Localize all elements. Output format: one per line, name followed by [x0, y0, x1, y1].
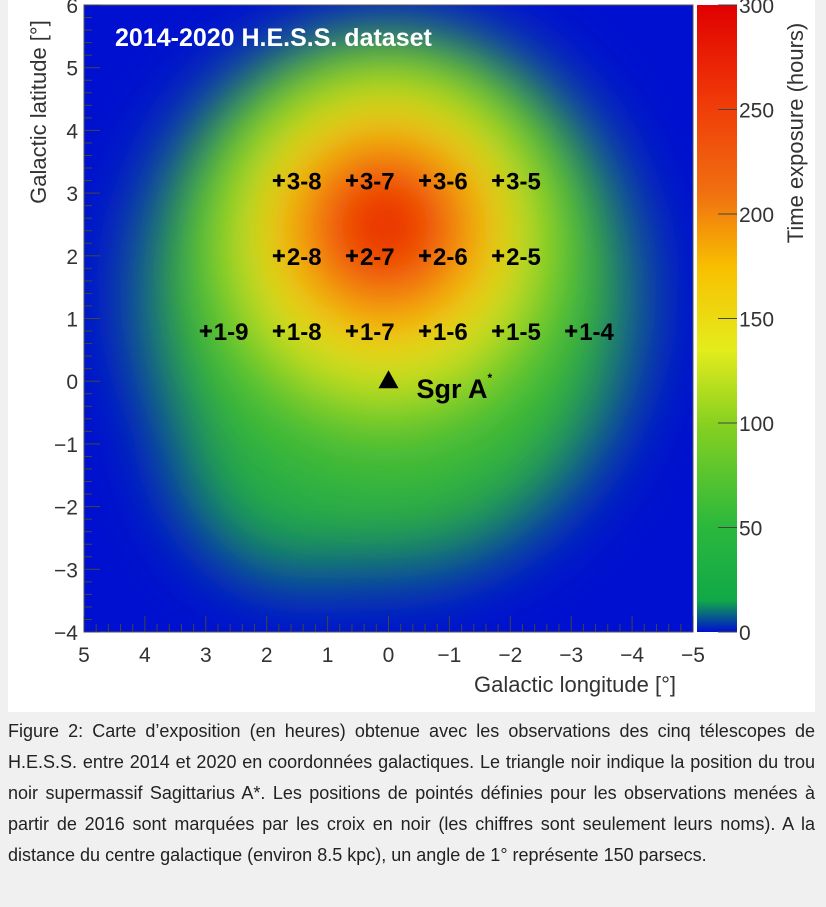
pointing-label: 3-5	[506, 169, 541, 196]
pointing-1-9: 1-9	[199, 319, 249, 346]
cross-icon	[419, 174, 432, 187]
colorbar-tick-label: 300	[739, 0, 774, 18]
cross-icon	[199, 325, 212, 338]
cross-icon	[345, 249, 358, 262]
x-tick-label: −4	[620, 644, 644, 667]
pointing-label: 2-7	[360, 244, 395, 271]
y-tick-label: 0	[66, 371, 78, 394]
heatmap-level-red	[345, 185, 425, 265]
pointing-2-7: 2-7	[345, 244, 395, 271]
y-tick-label: 6	[66, 0, 78, 18]
x-tick-label: 3	[200, 644, 212, 667]
pointing-label: 3-8	[287, 169, 322, 196]
y-tick-label: 5	[66, 58, 78, 81]
pointing-1-6: 1-6	[419, 319, 468, 346]
chart-title: 2014-2020 H.E.S.S. dataset	[115, 24, 433, 52]
cross-icon	[565, 325, 578, 338]
pointing-1-7: 1-7	[345, 319, 395, 346]
pointing-label: 1-4	[579, 319, 614, 346]
colorbar-tick-label: 150	[739, 309, 774, 332]
pointing-label: 3-6	[433, 169, 468, 196]
pointing-label: 1-9	[214, 319, 249, 346]
x-tick-label: −5	[681, 644, 705, 667]
x-tick-label: −2	[498, 644, 522, 667]
x-tick-label: −1	[437, 644, 461, 667]
pointing-markers: 3-8 3-7 3-6 3-5 2-8 2-7 2-6 2-5 1-9 1-8 1-7 1-6 1-5 1…	[199, 169, 615, 346]
pointing-label: 3-7	[360, 169, 395, 196]
colorbar-axis: 0 50 100 150 200 250 300	[718, 0, 774, 645]
pointing-label: 2-8	[287, 244, 322, 271]
y-tick-label: 1	[66, 309, 78, 332]
pointing-label: 1-8	[287, 319, 322, 346]
x-tick-label: −3	[559, 644, 583, 667]
pointing-label: 2-6	[433, 244, 468, 271]
y-axis-label: Galactic latitude [°]	[26, 20, 51, 204]
colorbar-tick-label: 0	[739, 622, 751, 645]
cross-icon	[492, 174, 505, 187]
cross-icon	[272, 249, 285, 262]
pointing-3-8: 3-8	[272, 169, 322, 196]
y-tick-label: 2	[66, 246, 78, 269]
pointing-1-4: 1-4	[565, 319, 615, 346]
colorbar-label: Time exposure (hours)	[783, 23, 808, 243]
y-tick-label: −1	[54, 434, 78, 457]
y-axis: −4 −3 −2 −1 0 1 2 3 4 5 6	[54, 0, 100, 645]
triangle-icon	[378, 370, 399, 389]
pointing-1-5: 1-5	[492, 319, 541, 346]
cross-icon	[272, 325, 285, 338]
source-label: Sgr A*	[417, 371, 493, 404]
figure-caption: Figure 2: Carte d’exposition (en heures)…	[8, 721, 815, 865]
pointing-label: 1-6	[433, 319, 468, 346]
y-tick-label: 3	[66, 183, 78, 206]
cross-icon	[345, 325, 358, 338]
cross-icon	[345, 174, 358, 187]
pointing-label: 1-5	[506, 319, 541, 346]
y-tick-label: −3	[54, 559, 78, 582]
pointing-label: 2-5	[506, 244, 541, 271]
cross-icon	[492, 249, 505, 262]
y-tick-label: −4	[54, 622, 78, 645]
x-tick-label: 0	[383, 644, 395, 667]
cross-icon	[492, 325, 505, 338]
x-axis-label: Galactic longitude [°]	[474, 672, 676, 697]
exposure-map-chart: 5 4 3 2 1 0 −1 −2 −3 −4 −5 −4 −3 −2 −1 0 1 2 3 4 5 6 2014-20…	[26, 0, 808, 697]
pointing-1-8: 1-8	[272, 319, 322, 346]
cross-icon	[419, 249, 432, 262]
pointing-2-8: 2-8	[272, 244, 322, 271]
colorbar-tick-label: 100	[739, 413, 774, 436]
figure: 5 4 3 2 1 0 −1 −2 −3 −4 −5 −4 −3 −2 −1 0 1 2 3 4 5 6 2014-20…	[8, 0, 815, 712]
x-tick-label: 4	[139, 644, 151, 667]
colorbar-tick-label: 200	[739, 204, 774, 227]
cross-icon	[272, 174, 285, 187]
pointing-label: 1-7	[360, 319, 395, 346]
pointing-2-5: 2-5	[492, 244, 541, 271]
x-tick-label: 2	[261, 644, 273, 667]
cross-icon	[419, 325, 432, 338]
pointing-2-6: 2-6	[419, 244, 468, 271]
x-axis: 5 4 3 2 1 0 −1 −2 −3 −4 −5	[78, 616, 705, 667]
pointing-3-6: 3-6	[419, 169, 468, 196]
colorbar-tick-label: 250	[739, 100, 774, 123]
x-tick-label: 5	[78, 644, 90, 667]
x-tick-label: 1	[322, 644, 334, 667]
sgr-a-marker: Sgr A*	[378, 370, 493, 404]
colorbar-tick-label: 50	[739, 518, 762, 541]
pointing-3-7: 3-7	[345, 169, 395, 196]
y-tick-label: 4	[66, 120, 78, 143]
y-tick-label: −2	[54, 497, 78, 520]
pointing-3-5: 3-5	[492, 169, 541, 196]
